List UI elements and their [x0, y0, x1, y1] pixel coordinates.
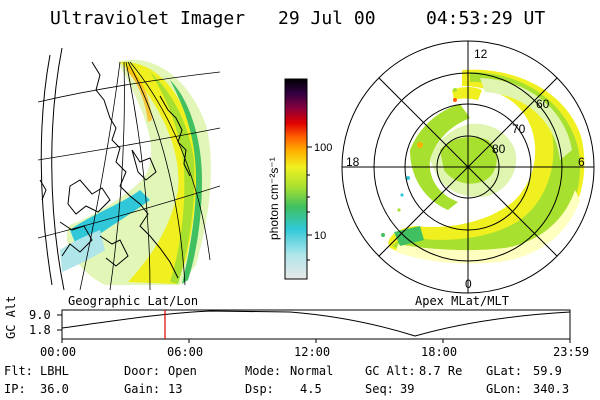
time-label: 04:53:29 UT — [426, 8, 546, 29]
seq-value: 39 — [400, 382, 415, 396]
altitude-ytick-high: 9.0 — [29, 308, 51, 322]
glon-label: GLon: — [486, 382, 523, 396]
ip-value: 36.0 — [40, 382, 69, 396]
time-tick-1800: 18:00 — [421, 345, 458, 359]
glon-value: 340.3 — [533, 382, 570, 396]
gcalt-label: GC Alt: — [365, 364, 416, 378]
ip-label: IP: — [4, 382, 26, 396]
flt-value: LBHL — [40, 364, 69, 378]
mlt-label-0: 0 — [465, 277, 472, 291]
dsp-value: 4.5 — [300, 382, 322, 396]
time-tick-0600: 06:00 — [167, 345, 204, 359]
time-tick-1200: 12:00 — [294, 345, 331, 359]
flt-label: Flt: — [4, 364, 33, 378]
seq-label: Seq: — [365, 382, 394, 396]
geographic-label: Geographic Lat/Lon — [68, 294, 199, 308]
dsp-label: Dsp: — [245, 382, 274, 396]
mlt-label-6: 6 — [578, 155, 585, 169]
time-tick-0000: 00:00 — [40, 345, 77, 359]
gcalt-value: 8.7 Re — [419, 364, 463, 378]
time-tick-2359: 23:59 — [553, 345, 590, 359]
instrument-title: Ultraviolet Imager — [50, 8, 246, 29]
altitude-curve — [61, 310, 571, 337]
mlat-label-60: 60 — [536, 97, 550, 111]
door-value: Open — [168, 364, 197, 378]
gain-label: Gain: — [124, 382, 161, 396]
colorbar-label-10: 10 — [314, 230, 326, 242]
door-label: Door: — [124, 364, 161, 378]
mlt-label-12: 12 — [474, 47, 488, 61]
colorbar-unit: photon cm⁻²s⁻¹ — [267, 157, 281, 240]
mode-value: Normal — [290, 364, 334, 378]
mlat-label-80: 80 — [492, 142, 506, 156]
altitude-ytick-low: 1.8 — [29, 323, 51, 337]
mode-label: Mode: — [245, 364, 282, 378]
mlt-label-18: 18 — [346, 155, 360, 169]
altitude-ylabel: GC Alt — [4, 295, 18, 339]
polar-plot — [341, 40, 595, 294]
colorbar-label-100: 100 — [314, 142, 332, 154]
glat-label: GLat: — [486, 364, 523, 378]
colorbar — [284, 78, 308, 280]
mlat-label-70: 70 — [512, 122, 526, 136]
glat-value: 59.9 — [533, 364, 562, 378]
apex-label: Apex MLat/MLT — [415, 294, 509, 308]
gain-value: 13 — [168, 382, 183, 396]
geographic-map — [38, 47, 220, 290]
date-label: 29 Jul 00 — [278, 8, 376, 29]
